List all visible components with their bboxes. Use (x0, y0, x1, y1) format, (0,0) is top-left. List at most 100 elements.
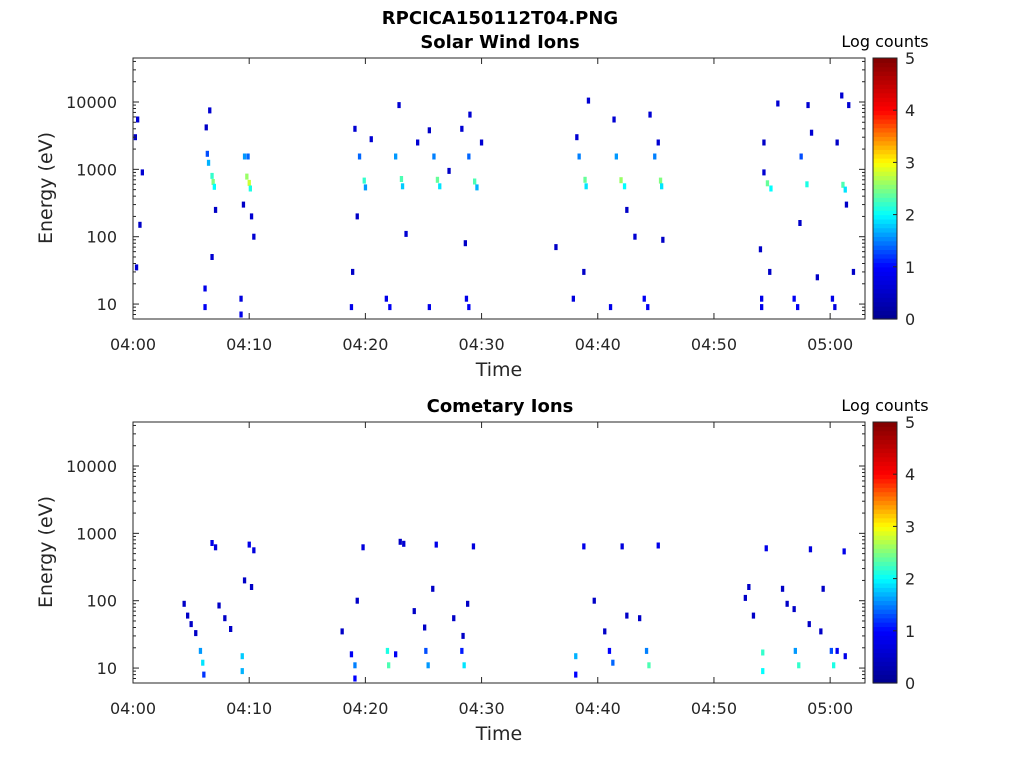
heatmap-cell (832, 662, 836, 669)
heatmap-cell (758, 246, 763, 253)
colorbar-segment (873, 179, 897, 185)
heatmap-cell (761, 649, 765, 656)
heatmap-cell (210, 540, 214, 546)
colorbar-segment (873, 266, 897, 272)
heatmap-cells (133, 92, 856, 318)
colorbar-segment (873, 131, 897, 137)
heatmap-cell (464, 295, 469, 302)
colorbar-segment (873, 92, 897, 98)
colorbar-segment (873, 232, 897, 237)
colorbar-segment (873, 474, 897, 480)
colorbar-segment (873, 522, 897, 527)
x-axis-label: Time (475, 359, 523, 381)
colorbar-segment (873, 617, 897, 623)
heatmap-cell (198, 647, 203, 654)
heatmap-cell (809, 129, 814, 136)
heatmap-cell (349, 651, 354, 658)
colorbar-segment (873, 171, 897, 177)
y-axis: 10 100 1000 10000 (66, 60, 865, 320)
heatmap-cell (136, 116, 140, 123)
y-tick-label: 100 (86, 228, 117, 247)
colorbar-segment (873, 656, 897, 662)
colorbar-segment (873, 105, 897, 111)
heatmap-cell (646, 304, 650, 311)
heatmap-cell (434, 541, 438, 548)
heatmap-cell (466, 600, 470, 607)
y-tick-label: 10000 (66, 457, 117, 476)
colorbar-segment (873, 188, 897, 194)
heatmap-cell (460, 125, 464, 132)
colorbar-segment (873, 75, 897, 81)
heatmap-cell (792, 606, 796, 613)
panel-title: Cometary Ions (427, 396, 574, 417)
colorbar-segment (873, 284, 897, 290)
colorbar-segment (873, 678, 897, 684)
heatmap-cell (353, 125, 357, 132)
colorbar-tick-label: 0 (905, 674, 915, 693)
heatmap-cell (620, 543, 624, 550)
x-tick-label: 04:40 (575, 335, 621, 354)
heatmap-cell (769, 185, 773, 192)
heatmap-cell (575, 134, 579, 141)
colorbar-segment (873, 652, 897, 658)
heatmap-cell (463, 240, 467, 247)
heatmap-cell (212, 183, 216, 190)
heatmap-cell (204, 124, 208, 131)
heatmap-cell (582, 268, 586, 275)
heatmap-cell (241, 201, 246, 208)
heatmap-cell (388, 304, 392, 311)
x-axis-label: Time (475, 723, 523, 745)
colorbar-segment (873, 495, 897, 501)
colorbar-segment (873, 253, 897, 259)
heatmap-cell (242, 577, 247, 584)
y-tick-label: 10 (97, 295, 117, 314)
colorbar-segment (873, 600, 897, 606)
x-tick-label: 04:10 (226, 699, 272, 718)
y-tick-label: 10000 (66, 93, 117, 112)
heatmap-cell (473, 178, 477, 185)
colorbar-segment (873, 79, 897, 85)
colorbar-segment (873, 504, 897, 510)
heatmap-cell (431, 585, 435, 592)
heatmap-cell (400, 183, 405, 190)
heatmap-cell (385, 647, 390, 654)
colorbar-segment (873, 184, 897, 190)
heatmap-cell (808, 546, 813, 553)
heatmap-cell (625, 612, 629, 619)
colorbar-segment (873, 262, 897, 268)
colorbar-segment (873, 88, 897, 94)
heatmap-cell (796, 304, 800, 311)
heatmap-cell (807, 621, 811, 628)
colorbar-tick-label: 1 (905, 622, 915, 641)
heatmap-cell (247, 179, 251, 186)
colorbar-segment (873, 240, 897, 246)
colorbar-segment (873, 669, 897, 675)
colorbar-segment (873, 97, 897, 103)
colorbar-segment (873, 271, 897, 277)
x-tick-label: 04:40 (575, 699, 621, 718)
heatmap-cell (760, 295, 764, 302)
colorbar-segment (873, 114, 897, 120)
colorbar-segment (873, 443, 897, 449)
heatmap-cell (387, 662, 391, 669)
heatmap-cell (633, 233, 637, 240)
colorbar-tick-label: 2 (905, 570, 915, 589)
figure-title: RPCICA150112T04.PNG (382, 8, 618, 29)
heatmap-cell (240, 668, 244, 675)
colorbar-segment (873, 310, 897, 316)
heatmap-cell (213, 206, 218, 213)
colorbar-segment (873, 478, 897, 484)
colorbar-segment (873, 301, 897, 307)
colorbar-segment (873, 517, 897, 523)
heatmap-cell (213, 544, 218, 551)
colorbar-segment (873, 643, 897, 649)
heatmap-cell (363, 184, 368, 191)
colorbar-segment (873, 110, 897, 116)
heatmap-cell (647, 662, 651, 669)
heatmap-cell (134, 264, 139, 271)
colorbar-tick-label: 3 (905, 517, 915, 536)
colorbar-segment (873, 62, 897, 68)
heatmap-cell (793, 647, 797, 654)
heatmap-cell (239, 295, 243, 302)
heatmap-cell (424, 647, 428, 654)
